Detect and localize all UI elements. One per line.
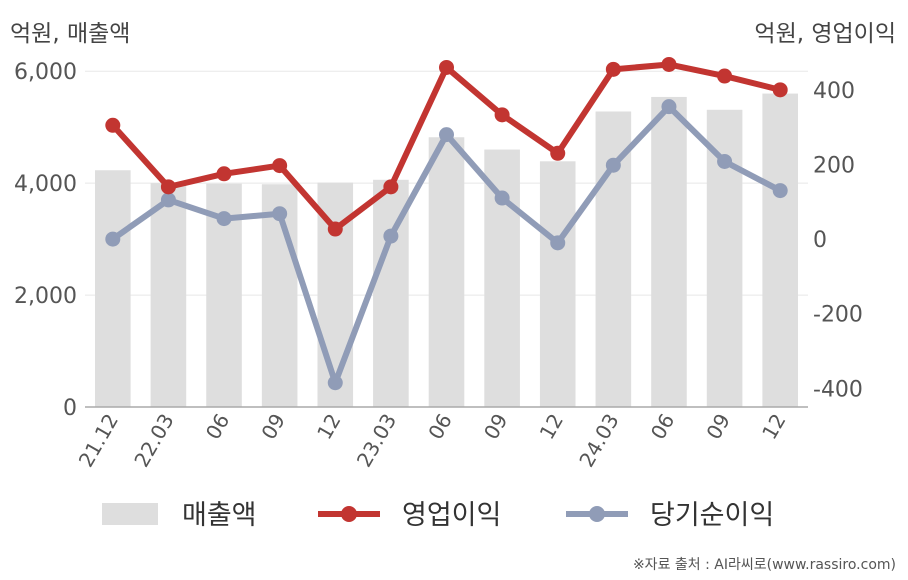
left-tick-label: 0: [63, 396, 77, 421]
point-operating-profit: [661, 56, 677, 72]
point-operating-profit: [605, 61, 621, 77]
point-net-income: [772, 183, 788, 199]
x-tick-label: 09: [256, 410, 290, 444]
bar-revenue: [150, 183, 187, 407]
point-operating-profit: [772, 82, 788, 98]
x-tick-label: 21.12: [74, 410, 123, 472]
left-tick-label: 2,000: [14, 284, 77, 309]
point-net-income: [272, 206, 288, 222]
point-operating-profit: [272, 158, 288, 174]
legend-label-revenue: 매출액: [182, 500, 257, 531]
point-net-income: [717, 153, 733, 169]
legend-swatch-revenue: [102, 503, 158, 525]
x-tick-label: 06: [646, 410, 680, 444]
right-axis-unit: 억원, 영업이익: [754, 21, 896, 47]
point-net-income: [661, 99, 677, 115]
x-tick-label: 09: [701, 410, 735, 444]
point-operating-profit: [105, 117, 121, 133]
x-tick-label: 06: [423, 410, 457, 444]
x-tick-label: 24.03: [574, 410, 623, 472]
point-net-income: [383, 228, 399, 244]
right-tick-label: 400: [813, 79, 855, 104]
left-tick-label: 6,000: [14, 60, 77, 85]
x-tick-label: 06: [201, 410, 235, 444]
point-net-income: [550, 235, 566, 251]
point-operating-profit: [160, 179, 176, 195]
x-tick-label: 12: [312, 410, 346, 444]
x-tick-label: 23.03: [352, 410, 401, 472]
point-operating-profit: [216, 166, 232, 182]
right-tick-label: -200: [813, 303, 863, 328]
bar-revenue: [651, 96, 687, 407]
right-tick-label: 200: [813, 153, 855, 178]
point-net-income: [327, 375, 343, 391]
source-note: ※자료 출처 : AI라씨로(www.rassiro.com): [632, 557, 896, 573]
left-axis-unit: 억원, 매출액: [10, 21, 131, 47]
legend-label-net-income: 당기순이익: [650, 500, 774, 531]
x-tick-label: 12: [757, 410, 791, 444]
legend-marker-net-income: [589, 506, 605, 522]
legend-label-operating-profit: 영업이익: [402, 500, 501, 531]
right-tick-label: 0: [813, 228, 827, 253]
point-net-income: [160, 192, 176, 208]
bar-revenue: [762, 93, 798, 408]
legend-marker-operating-profit: [341, 506, 357, 522]
point-net-income: [439, 127, 454, 143]
x-tick-label: 12: [535, 410, 569, 444]
point-operating-profit: [327, 221, 343, 237]
x-tick-label: 09: [479, 409, 513, 443]
point-operating-profit: [383, 179, 399, 195]
point-net-income: [494, 190, 510, 206]
x-tick-label: 22.03: [129, 410, 178, 472]
point-operating-profit: [494, 107, 510, 123]
point-net-income: [216, 211, 232, 227]
bar-revenue: [539, 161, 576, 407]
point-net-income: [105, 231, 121, 247]
point-operating-profit: [717, 68, 733, 84]
point-net-income: [605, 157, 621, 173]
bar-revenue: [95, 170, 131, 407]
point-operating-profit: [439, 59, 454, 75]
right-tick-label: -400: [813, 377, 863, 402]
point-operating-profit: [550, 145, 566, 161]
legend: 매출액 영업이익 당기순이익: [102, 500, 774, 531]
profit-lines: [105, 56, 788, 391]
bar-revenue: [428, 137, 465, 408]
revenue-bars: [95, 93, 798, 408]
left-tick-label: 4,000: [14, 172, 77, 197]
